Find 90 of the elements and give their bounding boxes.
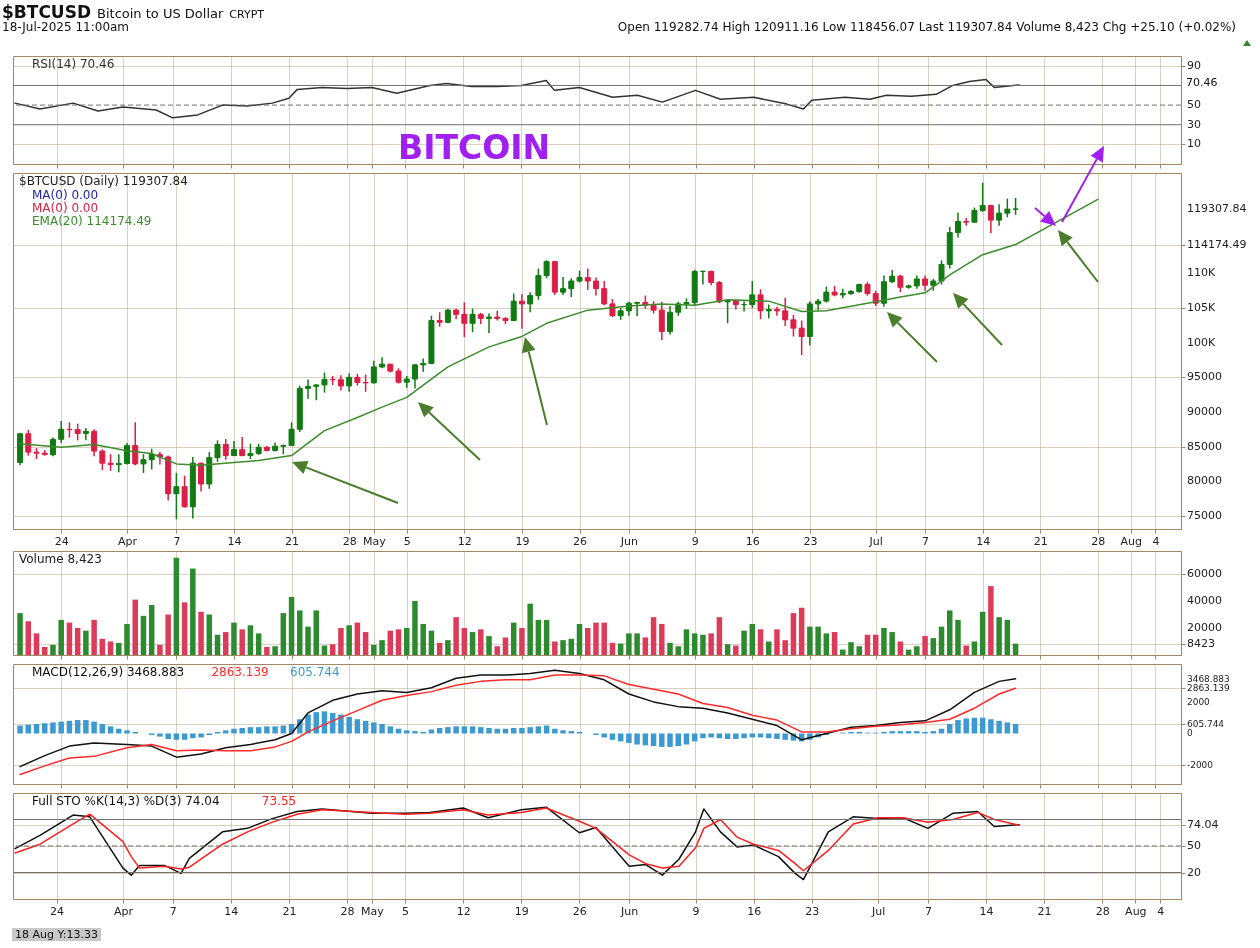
x-tick-label: 21 — [1033, 534, 1048, 548]
y-tick-label: 40000 — [1187, 593, 1222, 607]
y-tick-label: 50 — [1187, 839, 1201, 852]
x-tick-label: 23 — [803, 534, 818, 548]
text: Volume 8,423 — [19, 552, 102, 566]
y-tick-label: 2863.139 — [1187, 683, 1231, 694]
text: CRYPT — [229, 8, 265, 21]
y-tick-label: 605.744 — [1187, 718, 1225, 729]
x-tick-label: 19 — [515, 534, 530, 548]
x-tick-label: 5 — [402, 904, 410, 918]
x-tick-label: 24 — [50, 904, 65, 918]
text: Open 119282.74 High 120911.16 Low 118456.07 Last 119307.84 Volume 8,423 Chg +25.10 (+0.02%) — [617, 20, 1236, 34]
x-tick-label: Jun — [620, 904, 639, 918]
text: 18 Aug Y:13.33 — [12, 928, 101, 941]
y-tick-label: 0 — [1187, 728, 1193, 739]
annotation: $BTCUSD (Daily) 119307.84 — [19, 174, 188, 188]
y-tick-label: -2000 — [1187, 760, 1214, 771]
x-tick-label: 9 — [692, 904, 700, 918]
x-tick-label: 9 — [691, 534, 699, 548]
x-tick-label: 14 — [976, 534, 991, 548]
x-tick-label: Jun — [619, 534, 638, 548]
x-tick-label: Apr — [113, 904, 134, 918]
x-tick-label: 21 — [285, 534, 300, 548]
x-tick-label: May — [361, 904, 385, 918]
x-tick-label: 7 — [922, 534, 930, 548]
x-tick-label: 26 — [573, 534, 588, 548]
x-tick-label: 24 — [54, 534, 69, 548]
x-tick-label: 28 — [340, 904, 355, 918]
y-tick-label: 95000 — [1187, 370, 1222, 384]
y-tick-label: 110K — [1187, 266, 1216, 280]
x-tick-label: May — [362, 534, 387, 548]
x-tick-label: 28 — [1095, 904, 1110, 918]
text: MACD(12,26,9) 3468.883 — [32, 665, 185, 679]
x-tick-label: 7 — [924, 904, 932, 918]
x-tick-label: 16 — [745, 534, 760, 548]
x-tick-label: 5 — [403, 534, 411, 548]
x-tick-label: 7 — [169, 904, 177, 918]
y-tick-label: 85000 — [1187, 439, 1222, 453]
y-tick-label: 105K — [1187, 301, 1216, 315]
legend-label: MA(0) 0.00 — [32, 188, 99, 202]
y-tick-label: 114174.49 — [1187, 237, 1247, 251]
x-tick-label: 26 — [572, 904, 587, 918]
y-tick-label: 90 — [1187, 58, 1201, 72]
text: 70.46 — [1186, 76, 1218, 89]
x-tick-label: 14 — [979, 904, 994, 918]
y-tick-label: 10 — [1187, 137, 1201, 151]
annotation: BITCOIN — [398, 128, 551, 167]
x-tick-label: 7 — [173, 534, 181, 548]
x-tick-label: 16 — [747, 904, 762, 918]
x-tick-label: Aug — [1120, 534, 1142, 548]
y-tick-label: 100K — [1187, 335, 1216, 349]
y-tick-label: 3468.883 — [1187, 673, 1230, 684]
x-tick-label: 23 — [805, 904, 820, 918]
x-tick-label: 12 — [457, 534, 472, 548]
y-tick-label: 20000 — [1187, 620, 1222, 634]
x-tick-label: 28 — [342, 534, 357, 548]
chart-title: $BTCUSD — [2, 2, 92, 22]
x-tick-label: Aug — [1125, 904, 1147, 918]
y-tick-label: 50 — [1187, 98, 1201, 112]
y-tick-label: 60000 — [1187, 566, 1222, 580]
series-label: 73.55 — [261, 794, 297, 808]
x-tick-label: 14 — [227, 534, 242, 548]
x-tick-label: Jul — [870, 904, 886, 918]
x-tick-label: 21 — [282, 904, 297, 918]
x-tick-label: 12 — [456, 904, 471, 918]
y-tick-label: 75000 — [1187, 508, 1222, 522]
y-tick-label: 90000 — [1187, 404, 1222, 418]
legend-label: MA(0) 0.00 — [32, 201, 99, 215]
chart-subtitle: Bitcoin to US Dollar — [97, 6, 224, 21]
text: 2863.139 — [211, 665, 269, 679]
y-tick-label: 8423 — [1187, 636, 1215, 650]
text: EMA(20) 114174.49 — [32, 214, 152, 228]
text: RSI(14) 70.46 — [32, 57, 115, 71]
x-tick-label: 21 — [1037, 904, 1052, 918]
y-tick-label: 80000 — [1187, 474, 1222, 488]
x-tick-label: 28 — [1091, 534, 1106, 548]
y-tick-label: 20 — [1187, 865, 1201, 879]
x-tick-label: Jul — [868, 534, 883, 548]
x-tick-label: 14 — [224, 904, 239, 918]
y-tick-label: 2000 — [1187, 696, 1211, 707]
text: 605.744 — [290, 665, 340, 679]
x-tick-label: 4 — [1157, 904, 1165, 918]
y-tick-label: 119307.84 — [1187, 201, 1247, 215]
text: 18-Jul-2025 11:00am — [2, 20, 130, 34]
x-tick-label: 4 — [1152, 534, 1160, 548]
y-tick-label: 74.04 — [1187, 817, 1219, 831]
x-tick-label: 19 — [514, 904, 529, 918]
y-tick-label: 30 — [1187, 117, 1201, 131]
x-tick-label: Apr — [118, 534, 138, 548]
text: Full STO %K(14,3) %D(3) 74.04 — [32, 794, 220, 808]
